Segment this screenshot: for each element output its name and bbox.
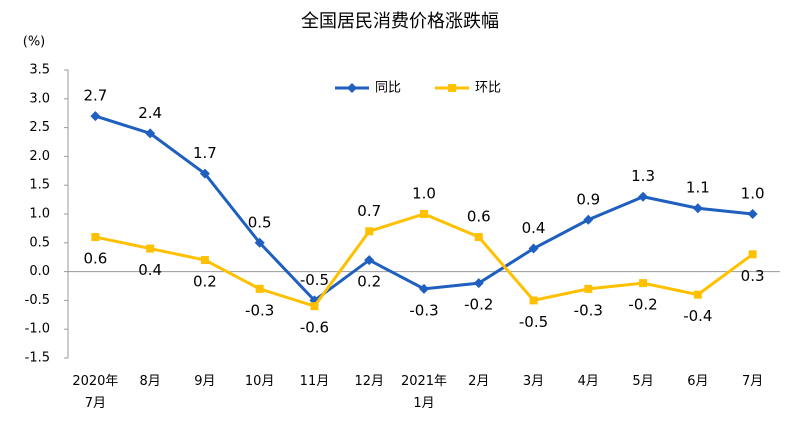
y-tick-label: 1.0 [29, 207, 50, 222]
data-label: 0.4 [138, 261, 162, 279]
x-tick-label: 2021年 1月 [400, 374, 448, 411]
marker [347, 83, 357, 93]
x-tick-label: 12月 [354, 374, 384, 389]
marker [310, 302, 319, 311]
x-tick-label: 3月 [522, 374, 545, 389]
marker [528, 243, 539, 254]
x-tick-label: 6月 [687, 374, 709, 389]
data-label: 1.1 [686, 179, 710, 197]
marker [584, 284, 593, 293]
legend-label: 同比 [375, 81, 401, 96]
y-tick-label: 0.0 [29, 264, 50, 279]
marker [91, 233, 100, 242]
marker [473, 278, 484, 289]
data-label: 1.0 [741, 185, 765, 203]
data-label: 0.6 [467, 208, 491, 226]
x-tick-label: 7月 [741, 374, 764, 389]
marker [747, 209, 758, 219]
data-label: 1.3 [631, 167, 655, 185]
y-axis-label: (%) [23, 35, 46, 50]
marker [529, 296, 538, 305]
y-tick-label: -1.5 [25, 351, 50, 366]
data-label: 2.4 [138, 104, 162, 122]
data-label: 0.9 [576, 190, 600, 208]
data-label: -0.2 [464, 296, 493, 314]
marker [692, 203, 703, 214]
y-tick-label: -0.5 [25, 293, 50, 308]
x-tick-label: 2月 [468, 374, 490, 389]
marker [199, 168, 210, 179]
marker [200, 256, 209, 265]
x-tick-label: 8月 [139, 374, 161, 389]
marker [145, 128, 156, 139]
data-label: 1.0 [412, 185, 436, 203]
marker [364, 255, 375, 266]
data-label: 1.7 [193, 144, 217, 162]
marker [365, 227, 374, 236]
data-label: -0.3 [409, 301, 438, 319]
x-tick-label: 5月 [632, 374, 654, 389]
data-label: 0.4 [522, 219, 546, 237]
x-tick-label: 2020年 7月 [72, 374, 119, 411]
marker [419, 283, 429, 294]
marker [639, 279, 648, 288]
marker [254, 237, 265, 248]
data-label: 0.5 [248, 213, 272, 231]
marker [146, 244, 155, 253]
y-tick-label: 3.0 [29, 91, 50, 106]
marker [693, 290, 702, 299]
data-label: -0.4 [683, 307, 712, 325]
legend-label: 环比 [475, 81, 501, 96]
x-tick-label: 4月 [577, 374, 599, 389]
marker [583, 214, 594, 225]
y-tick-label: 2.5 [29, 120, 50, 135]
marker [255, 284, 264, 293]
data-label: 0.6 [83, 250, 107, 268]
data-label: 2.7 [83, 87, 107, 105]
x-tick-label: 10月 [244, 374, 275, 389]
data-label: 0.2 [193, 273, 217, 291]
y-tick-label: -1.0 [25, 322, 50, 337]
y-tick-label: 3.5 [29, 63, 50, 78]
marker [474, 233, 483, 242]
data-label: -0.3 [245, 301, 274, 319]
y-tick-label: 2.0 [29, 149, 50, 164]
x-tick-label: 9月 [194, 374, 216, 389]
marker [420, 210, 428, 218]
marker [748, 250, 757, 259]
data-label: 0.7 [357, 202, 381, 220]
data-label: -0.2 [628, 296, 657, 314]
x-tick-label: 11月 [299, 374, 330, 389]
y-tick-label: 0.5 [29, 235, 50, 250]
y-tick-label: 1.5 [29, 178, 50, 193]
marker [638, 191, 649, 202]
data-label: 0.2 [357, 273, 381, 291]
marker [448, 84, 456, 92]
data-label: -0.5 [519, 313, 548, 331]
data-label: -0.5 [300, 271, 329, 289]
marker [90, 111, 101, 122]
data-label: 0.3 [741, 267, 765, 285]
chart-title: 全国居民消费价格涨跌幅 [301, 11, 499, 32]
data-label: -0.6 [300, 319, 329, 337]
data-label: -0.3 [574, 301, 603, 319]
